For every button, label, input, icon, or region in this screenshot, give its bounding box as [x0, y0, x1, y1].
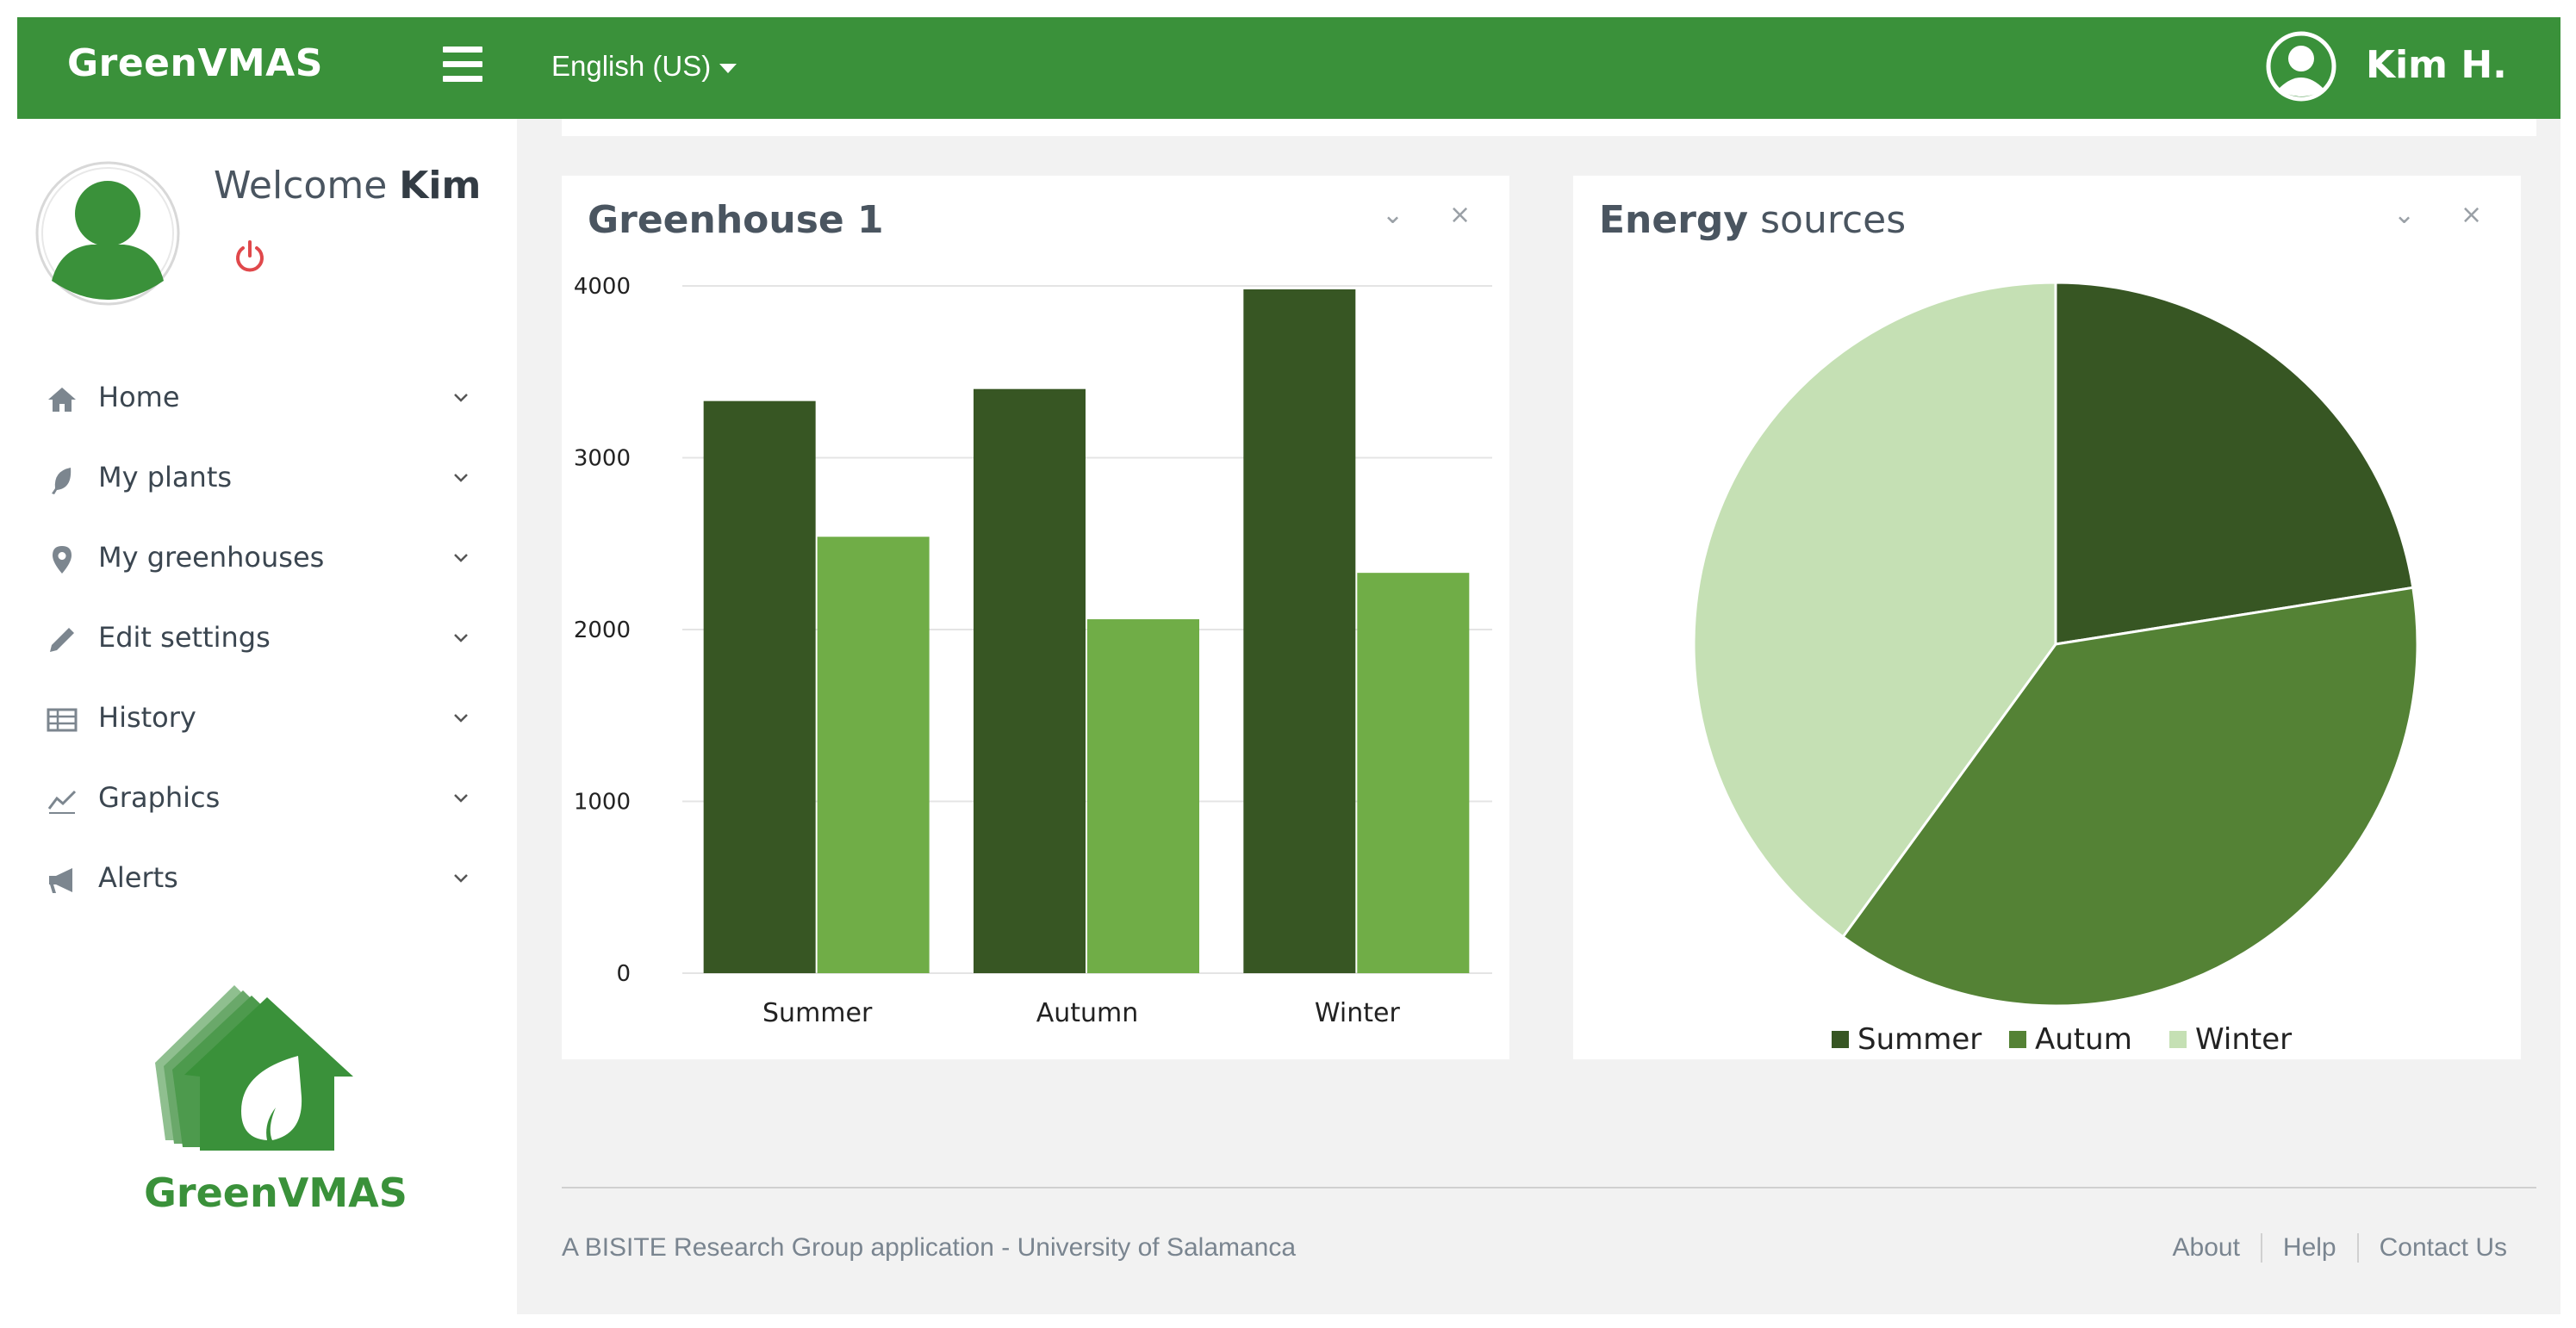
bar: [1087, 619, 1199, 973]
bar: [1243, 289, 1356, 973]
energy-panel: Energy sources ⌄ × Summer Autum Winter: [1573, 176, 2521, 1059]
legend-label: Autum: [2035, 1022, 2132, 1057]
bar: [1357, 573, 1470, 973]
pie-slice: [2054, 281, 2415, 646]
logo-text: GreenVMAS: [144, 1170, 408, 1216]
chevron-down-icon: [454, 634, 468, 642]
panel-title: Greenhouse 1: [588, 198, 884, 242]
caret-down-icon: [719, 63, 737, 73]
legend-swatch: [1832, 1031, 1849, 1048]
sidebar: Welcome Kim Home My plants My greenhouse…: [17, 119, 517, 1314]
hamburger-menu-icon[interactable]: [443, 47, 482, 86]
bar-chart: 0 1000 2000 3000 4000 Summer Autumn Winter: [574, 274, 1492, 1028]
profile-avatar-icon: [35, 161, 180, 306]
app-frame: GreenVMAS English (US) Kim H. Welcome Ki…: [17, 17, 2560, 1314]
user-name[interactable]: Kim H.: [2366, 43, 2507, 87]
leaf-icon: [52, 468, 72, 494]
map-pin-icon: [53, 546, 72, 574]
sidebar-item-graphics[interactable]: Graphics: [17, 769, 517, 849]
bar: [703, 400, 816, 973]
y-tick-label: 2000: [574, 617, 631, 643]
pie-chart: Summer Autum Winter: [1692, 281, 2419, 1057]
pencil-icon: [50, 628, 74, 652]
y-tick-label: 4000: [574, 274, 631, 300]
sidebar-item-alerts[interactable]: Alerts: [17, 849, 517, 929]
home-icon: [48, 388, 76, 412]
close-icon[interactable]: ×: [1449, 200, 1472, 230]
sidebar-item-home[interactable]: Home: [17, 369, 517, 449]
footer-divider: [562, 1187, 2536, 1188]
chevron-down-icon: [454, 794, 468, 803]
top-bar: GreenVMAS English (US) Kim H.: [17, 17, 2560, 119]
language-label: English (US): [551, 50, 712, 82]
footer-link-contact[interactable]: Contact Us: [2356, 1233, 2507, 1263]
welcome-message: Welcome Kim: [214, 164, 481, 208]
bar: [817, 537, 930, 973]
chevron-down-icon: [454, 874, 468, 883]
footer-links: About Help Contact Us: [2152, 1233, 2507, 1263]
panel-title-bold: Energy: [1599, 198, 1749, 242]
sidebar-item-label: History: [98, 701, 196, 734]
x-tick-label: Summer: [762, 998, 873, 1028]
close-icon[interactable]: ×: [2461, 200, 2483, 230]
house-leaf-logo-icon: [155, 985, 353, 1151]
sidebar-item-label: Alerts: [98, 861, 178, 894]
bar: [974, 388, 1086, 973]
chevron-down-icon: [454, 554, 468, 562]
sidebar-item-label: Edit settings: [98, 621, 271, 654]
pie-slice: [1841, 586, 2419, 1008]
footer-link-help[interactable]: Help: [2260, 1233, 2357, 1263]
sidebar-item-label: My plants: [98, 461, 233, 493]
panel-title-text: Greenhouse 1: [588, 198, 884, 242]
table-icon: [47, 708, 78, 732]
legend-label: Winter: [2195, 1022, 2292, 1057]
content-top-strip: [562, 119, 2536, 136]
line-chart-icon: [47, 790, 77, 814]
sidebar-item-history[interactable]: History: [17, 689, 517, 769]
language-selector[interactable]: English (US): [551, 50, 737, 83]
chevron-down-icon: [454, 394, 468, 402]
pie-slice: [1692, 281, 2057, 939]
footer-credit: A BISITE Research Group application - Un…: [562, 1233, 1297, 1262]
y-tick-label: 1000: [574, 790, 631, 816]
user-avatar-icon[interactable]: [2266, 31, 2336, 102]
welcome-prefix: Welcome: [214, 164, 388, 208]
panel-title-rest: sources: [1760, 198, 1907, 242]
sidebar-item-label: Home: [98, 381, 180, 413]
megaphone-icon: [49, 868, 72, 893]
x-tick-label: Autumn: [1036, 998, 1139, 1028]
sidebar-item-my-plants[interactable]: My plants: [17, 449, 517, 529]
panel-title: Energy sources: [1599, 198, 1906, 242]
legend-label: Summer: [1857, 1022, 1982, 1057]
power-logout-icon[interactable]: [233, 239, 267, 274]
sidebar-item-label: Graphics: [98, 781, 221, 814]
sidebar-item-label: My greenhouses: [98, 541, 325, 574]
legend-swatch: [2169, 1031, 2187, 1048]
sidebar-menu: Home My plants My greenhouses Edit setti…: [17, 369, 517, 929]
greenvmas-logo: GreenVMAS: [138, 959, 414, 1218]
x-tick-label: Winter: [1315, 998, 1401, 1028]
welcome-username: Kim: [399, 164, 482, 208]
collapse-icon[interactable]: ⌄: [1382, 200, 1404, 230]
y-tick-label: 3000: [574, 446, 631, 472]
brand-title[interactable]: GreenVMAS: [67, 41, 323, 85]
chevron-down-icon: [454, 714, 468, 723]
chevron-down-icon: [454, 474, 468, 482]
y-tick-label: 0: [616, 961, 631, 987]
sidebar-item-edit-settings[interactable]: Edit settings: [17, 609, 517, 689]
legend-swatch: [2009, 1031, 2026, 1048]
sidebar-item-my-greenhouses[interactable]: My greenhouses: [17, 529, 517, 609]
collapse-icon[interactable]: ⌄: [2393, 200, 2416, 230]
greenhouse-panel: Greenhouse 1 ⌄ × 0 1000 2000 3000 4000 Summer…: [562, 176, 1509, 1059]
footer-link-about[interactable]: About: [2172, 1233, 2240, 1262]
